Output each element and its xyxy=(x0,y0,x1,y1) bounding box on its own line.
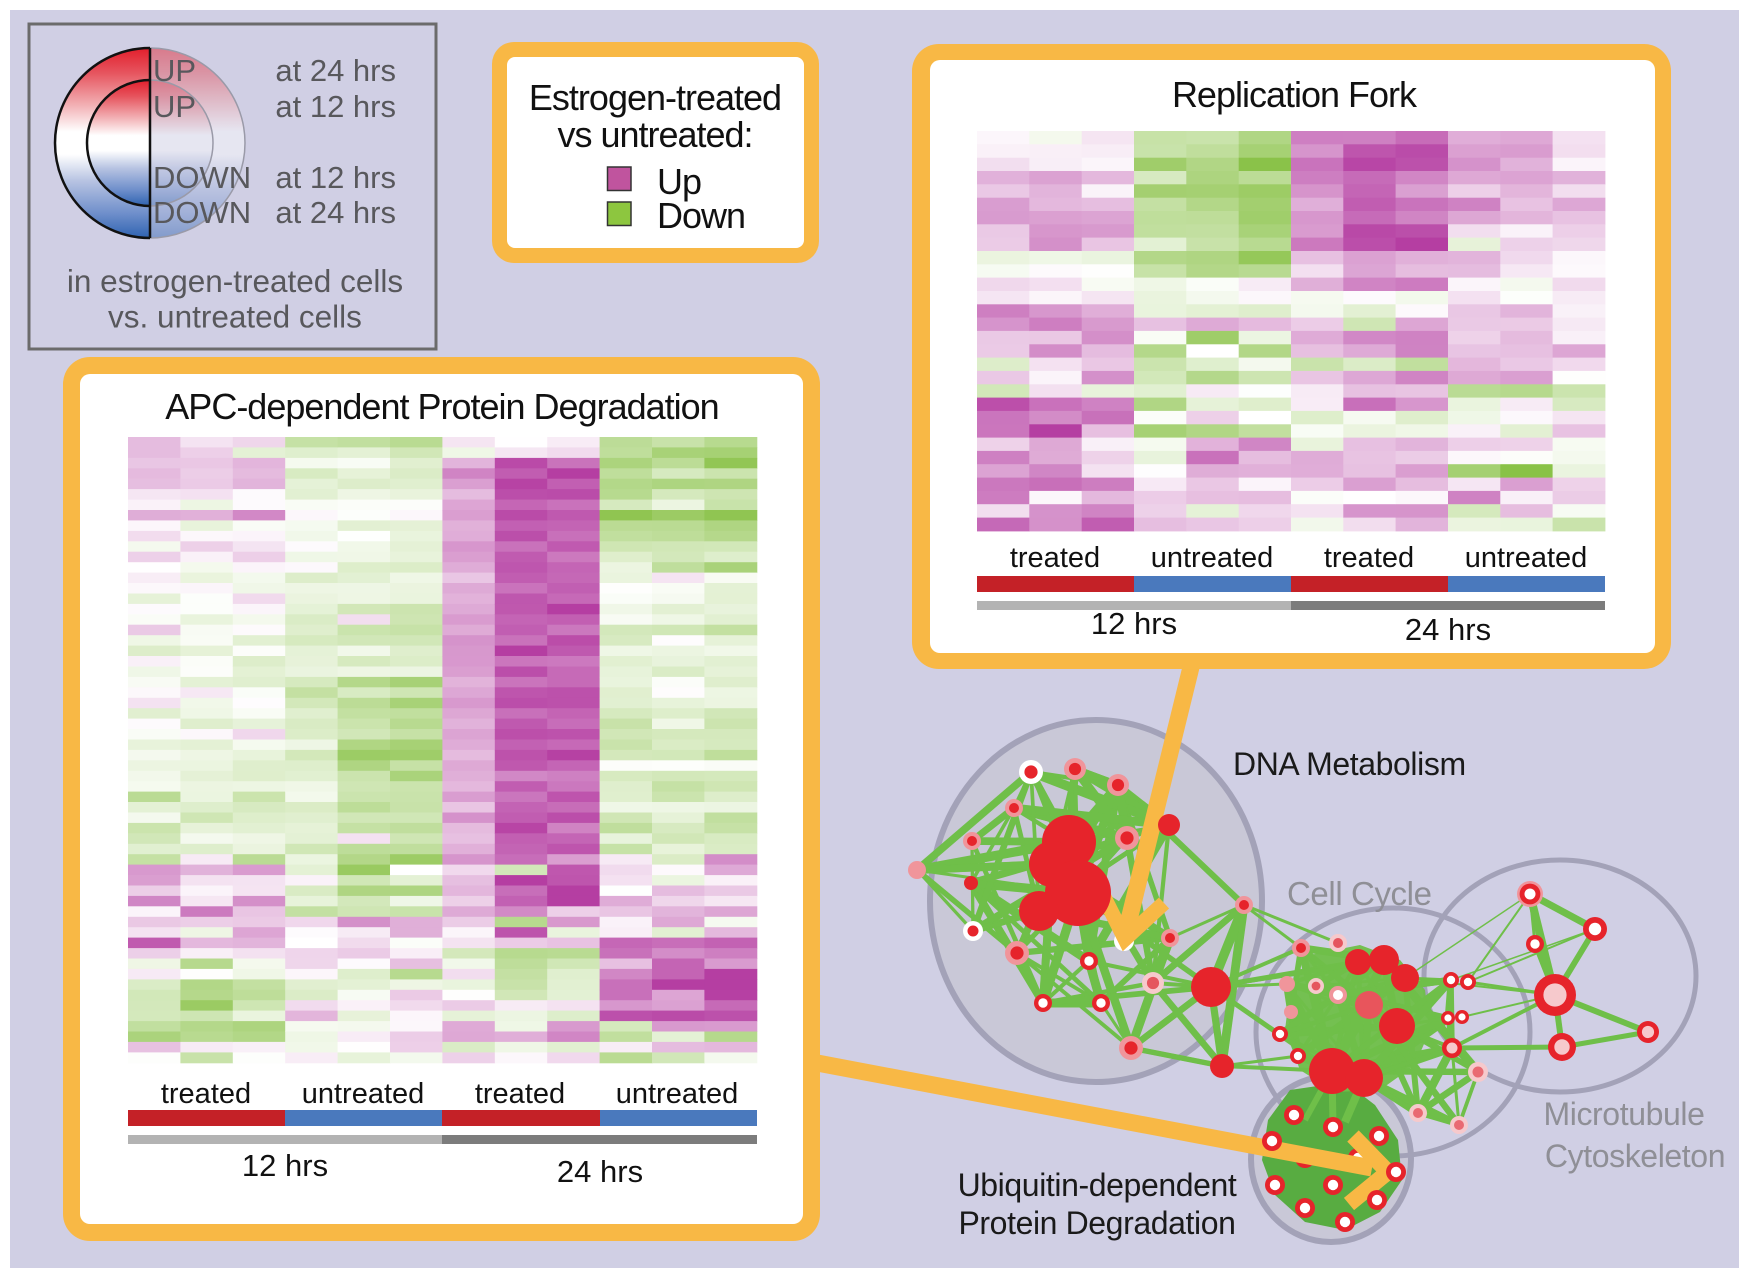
svg-text:24 hrs: 24 hrs xyxy=(557,1154,643,1189)
svg-text:untreated: untreated xyxy=(1151,542,1274,574)
svg-text:treated: treated xyxy=(161,1078,251,1110)
svg-text:at 24 hrs: at 24 hrs xyxy=(275,53,396,88)
svg-text:treated: treated xyxy=(1324,542,1414,574)
svg-text:vs. untreated cells: vs. untreated cells xyxy=(108,299,362,335)
svg-text:Microtubule: Microtubule xyxy=(1543,1096,1704,1132)
svg-text:DNA Metabolism: DNA Metabolism xyxy=(1233,746,1466,782)
svg-text:12 hrs: 12 hrs xyxy=(1091,606,1177,641)
svg-text:untreated: untreated xyxy=(1465,542,1588,574)
svg-text:at 12 hrs: at 12 hrs xyxy=(275,89,396,124)
svg-text:Ubiquitin-dependent: Ubiquitin-dependent xyxy=(958,1167,1237,1203)
svg-text:UP: UP xyxy=(153,89,196,124)
svg-text:Down: Down xyxy=(657,195,745,236)
svg-text:Cell Cycle: Cell Cycle xyxy=(1287,875,1432,912)
svg-text:at 24 hrs: at 24 hrs xyxy=(275,195,396,230)
svg-text:untreated: untreated xyxy=(302,1078,425,1110)
svg-text:vs untreated:: vs untreated: xyxy=(557,114,752,155)
svg-text:DOWN: DOWN xyxy=(153,195,251,230)
svg-text:Cytoskeleton: Cytoskeleton xyxy=(1545,1138,1725,1174)
svg-text:DOWN: DOWN xyxy=(153,160,251,195)
svg-text:APC-dependent Protein Degradat: APC-dependent Protein Degradation xyxy=(165,386,718,427)
svg-text:at 12 hrs: at 12 hrs xyxy=(275,160,396,195)
svg-text:Up: Up xyxy=(657,161,701,202)
svg-text:treated: treated xyxy=(475,1078,565,1110)
svg-text:Replication Fork: Replication Fork xyxy=(1172,74,1418,115)
svg-text:treated: treated xyxy=(1010,542,1100,574)
svg-text:24 hrs: 24 hrs xyxy=(1405,612,1491,647)
svg-text:Estrogen-treated: Estrogen-treated xyxy=(529,77,781,118)
svg-text:12 hrs: 12 hrs xyxy=(242,1148,328,1183)
svg-text:UP: UP xyxy=(153,53,196,88)
svg-text:in estrogen-treated cells: in estrogen-treated cells xyxy=(67,263,403,299)
svg-text:untreated: untreated xyxy=(616,1078,739,1110)
svg-text:Protein Degradation: Protein Degradation xyxy=(958,1205,1235,1241)
